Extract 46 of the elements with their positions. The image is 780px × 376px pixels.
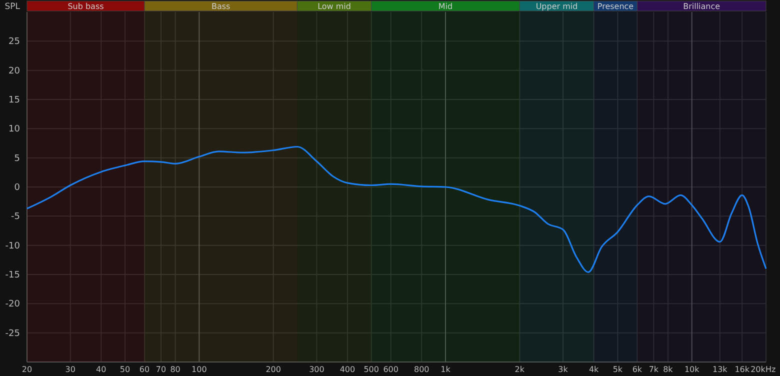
x-tick-label: 13k xyxy=(712,365,728,374)
band-label: Upper mid xyxy=(536,2,578,11)
y-tick-label: -20 xyxy=(5,300,20,310)
x-tick-label: 3k xyxy=(558,365,568,374)
x-tick-label: 80 xyxy=(170,365,180,374)
band-label: Presence xyxy=(597,2,634,11)
x-tick-label: 40 xyxy=(96,365,106,374)
y-tick-label: 20 xyxy=(8,66,20,76)
x-tick-label: 30 xyxy=(65,365,76,374)
y-tick-label: -15 xyxy=(5,270,20,280)
x-tick-label: 20k xyxy=(750,365,766,374)
x-tick-label: 10k xyxy=(684,365,700,374)
band-label: Brilliance xyxy=(683,2,720,11)
band-label: Low mid xyxy=(318,2,351,11)
y-tick-label: 0 xyxy=(14,183,20,193)
x-tick-label: 800 xyxy=(414,365,430,374)
x-tick-label: 5k xyxy=(612,365,623,374)
x-tick-label: 400 xyxy=(340,365,356,374)
band-label: Sub bass xyxy=(68,2,104,11)
y-tick-label: -10 xyxy=(5,241,20,252)
x-tick-label: 70 xyxy=(156,365,166,374)
x-tick-label: 300 xyxy=(309,365,324,374)
x-tick-label: 2k xyxy=(514,365,525,374)
x-tick-label: 100 xyxy=(192,365,207,374)
x-axis-title: Hz xyxy=(766,365,776,374)
y-tick-label: 15 xyxy=(8,96,20,106)
y-tick-label: -25 xyxy=(5,328,20,339)
band-label: Mid xyxy=(438,2,453,11)
x-tick-label: 500 xyxy=(364,365,379,374)
x-tick-label: 4k xyxy=(588,365,600,374)
y-tick-label: 10 xyxy=(8,124,20,135)
x-tick-label: 6k xyxy=(632,365,642,374)
y-tick-label: 25 xyxy=(8,37,20,48)
x-tick-label: 1k xyxy=(440,365,451,374)
x-tick-label: 20 xyxy=(22,365,32,374)
x-tick-label: 7k xyxy=(648,365,659,374)
x-tick-label: 60 xyxy=(139,365,150,374)
y-axis-title: SPL xyxy=(4,2,20,12)
x-tick-label: 50 xyxy=(120,365,130,374)
x-tick-label: 600 xyxy=(383,365,399,374)
x-tick-label: 200 xyxy=(266,365,281,374)
y-tick-label: -5 xyxy=(11,212,20,222)
x-tick-label: 16k xyxy=(734,365,750,374)
y-tick-label: 5 xyxy=(14,154,20,164)
band-label: Bass xyxy=(212,2,230,11)
x-tick-label: 8k xyxy=(663,365,674,374)
